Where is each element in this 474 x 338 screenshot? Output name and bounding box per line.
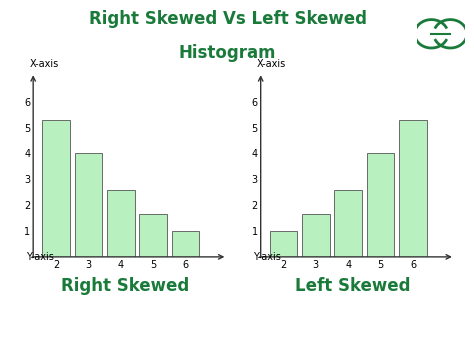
Text: Right Skewed Vs Left Skewed: Right Skewed Vs Left Skewed xyxy=(89,10,366,28)
Bar xyxy=(302,214,329,257)
Bar xyxy=(270,231,297,257)
Text: X-axis: X-axis xyxy=(29,59,59,69)
Bar xyxy=(172,231,200,257)
Bar xyxy=(42,120,70,257)
Text: Y-axis: Y-axis xyxy=(26,252,54,262)
Text: Right Skewed: Right Skewed xyxy=(62,277,190,295)
Text: Histogram: Histogram xyxy=(179,44,276,62)
Text: Left Skewed: Left Skewed xyxy=(295,277,411,295)
Bar xyxy=(74,153,102,257)
Text: Y-axis: Y-axis xyxy=(253,252,281,262)
Bar xyxy=(139,214,167,257)
Bar xyxy=(107,190,135,257)
Bar xyxy=(367,153,394,257)
Bar xyxy=(399,120,427,257)
Bar xyxy=(335,190,362,257)
Text: X-axis: X-axis xyxy=(257,59,286,69)
